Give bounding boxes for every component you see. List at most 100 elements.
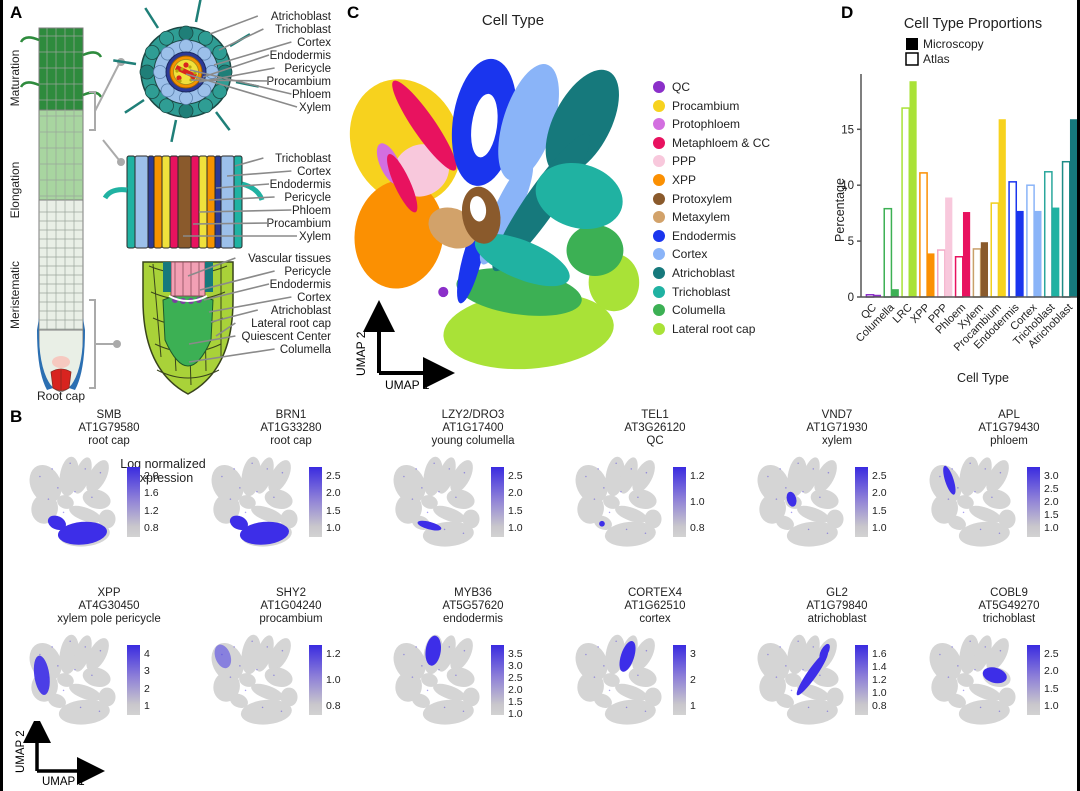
legend-color-dot xyxy=(653,81,665,93)
gene-expression-plot-TEL1: TEL1 AT3G26120 QC 1.2 1.0 0.8 xyxy=(567,409,743,554)
legend-color-dot xyxy=(653,155,665,168)
gene-plot-title: APL AT1G79430 phloem xyxy=(939,409,1077,448)
gene-tissue: QC xyxy=(646,435,664,447)
bar-microscopy-Endodermis xyxy=(1016,210,1024,297)
gene-plot-title: XPP AT4G30450 xylem pole pericycle xyxy=(39,587,179,626)
root-cap-label: Root cap xyxy=(37,389,85,403)
legend-item: Metaxylem xyxy=(653,210,770,224)
legend-color-dot xyxy=(653,211,665,224)
bar-atlas-PPP xyxy=(936,249,946,298)
zone-label: Elongation xyxy=(8,162,22,219)
anatomy-label: Lateral root cap xyxy=(251,318,331,330)
gene-plot-title: BRN1 AT1G33280 root cap xyxy=(221,409,361,448)
umap-scatter xyxy=(751,633,844,727)
colorbar-tick-label: 2.5 xyxy=(1044,483,1059,495)
bar-atlas-Columella xyxy=(883,207,893,298)
umap-scatter xyxy=(205,455,298,549)
legend-label: QC xyxy=(672,80,690,94)
colorbar-ticks: 1.2 1.0 0.8 xyxy=(690,470,705,534)
gene-plot-title: COBL9 AT5G49270 trichoblast xyxy=(939,587,1077,626)
bar-microscopy-Cortex xyxy=(1034,210,1042,297)
colorbar-tick-label: 1.5 xyxy=(872,504,887,517)
gene-tissue: procambium xyxy=(259,613,323,625)
bar-atlas-Cortex xyxy=(1026,184,1035,298)
gene-id: AT1G17400 xyxy=(442,422,504,434)
legend-item: Procambium xyxy=(653,99,770,113)
bar-microscopy-QC xyxy=(873,294,881,297)
anatomy-label: Xylem xyxy=(299,231,331,243)
expression-colorbar xyxy=(127,467,140,537)
anatomy-label: Cortex xyxy=(297,37,331,49)
colorbar-tick-label: 2.5 xyxy=(326,470,341,482)
gene-plot-title: SHY2 AT1G04240 procambium xyxy=(221,587,361,626)
y-tick-label: 5 xyxy=(848,236,854,248)
panel-d-letter: D xyxy=(841,3,854,22)
gene-id: AT1G04240 xyxy=(260,600,322,612)
zone-label: Meristematic xyxy=(8,261,22,329)
anatomy-label: Xylem xyxy=(299,102,331,114)
zone-label: Maturation xyxy=(8,50,22,107)
colorbar-tick-label: 3.0 xyxy=(1044,470,1059,482)
legend-color-dot xyxy=(653,248,665,261)
colorbar-tick-label: 1.0 xyxy=(690,496,705,508)
colorbar-title: Log normalized expression xyxy=(120,457,206,485)
x-axis-labels: QCColumellaLRCXPPPPPPhloemXylemProcambiu… xyxy=(854,301,1075,354)
legend-item: Metaphloem & CC xyxy=(653,136,770,150)
gene-id: AT1G71930 xyxy=(806,422,868,434)
gene-expression-plot-SHY2: SHY2 AT1G04240 procambium 1.2 1.0 0.8 xyxy=(203,587,379,732)
proportions-bar-chart: Cell Type Proportions Microscopy Atlas 0… xyxy=(833,16,1077,385)
gene-expression-plot-SMB: SMB AT1G79580 root cap 2.0 1.6 1.2 0.8 xyxy=(21,409,197,554)
bar-series xyxy=(865,81,1077,298)
umap-scatter xyxy=(205,633,298,727)
colorbar-ticks: 3.0 2.5 2.0 1.5 1.0 xyxy=(1044,470,1059,534)
legend-item: Protophloem xyxy=(653,117,770,131)
gene-name: MYB36 xyxy=(454,587,492,599)
legend-item: XPP xyxy=(653,173,770,187)
bar-atlas-XPP xyxy=(919,172,928,298)
bar-atlas-Phloem xyxy=(954,256,964,298)
gene-id: AT3G26120 xyxy=(624,422,686,434)
colorbar-tick-label: 2.0 xyxy=(508,487,523,500)
colorbar-ticks: 2.5 2.0 1.5 1.0 xyxy=(872,470,887,534)
legend-swatch-atlas xyxy=(905,52,919,66)
colorbar-tick-label: 1.5 xyxy=(1044,682,1059,695)
y-axis-label: Percentage xyxy=(833,178,847,242)
gene-name: SMB xyxy=(96,409,122,421)
legend-label: XPP xyxy=(672,172,697,187)
expression-colorbar xyxy=(1027,645,1040,715)
x-axis-label: Cell Type xyxy=(957,371,1009,385)
umap2-label-b: UMAP 2 xyxy=(15,730,27,773)
panel-c-letter: C xyxy=(347,3,360,22)
colorbar-ticks: 2.5 2.0 1.5 1.0 xyxy=(1044,648,1059,712)
legend-color-dot xyxy=(653,192,665,205)
anatomy-label: Procambium xyxy=(266,218,331,230)
colorbar-tick-label: 3.0 xyxy=(508,660,523,672)
expression-colorbar xyxy=(127,645,140,715)
colorbar-tick-label: 1.0 xyxy=(326,521,341,534)
gene-plot-title: LZY2/DRO3 AT1G17400 young columella xyxy=(403,409,543,448)
colorbar-ticks: 2.5 2.0 1.5 1.0 xyxy=(326,470,341,534)
bar-microscopy-Phloem xyxy=(962,212,971,297)
legend-item: Cortex xyxy=(653,247,770,261)
umap2-label-c: UMAP 2 xyxy=(354,331,368,376)
anatomy-label: Endodermis xyxy=(270,179,332,191)
umap1-label-c: UMAP 1 xyxy=(385,378,430,392)
expression-colorbar xyxy=(491,645,504,715)
legend-color-dot xyxy=(653,322,665,335)
legend-label: Cortex xyxy=(672,247,708,262)
expression-colorbar xyxy=(491,467,504,537)
colorbar-ticks: 1.2 1.0 0.8 xyxy=(326,648,341,712)
gene-id: AT1G62510 xyxy=(624,600,686,612)
legend-label: Protoxylem xyxy=(672,191,733,206)
legend-label: Lateral root cap xyxy=(672,321,756,336)
colorbar-tick-label: 1.6 xyxy=(872,648,887,660)
anatomy-label: Pericycle xyxy=(284,266,331,278)
colorbar-tick-label: 1.5 xyxy=(508,504,523,517)
bar-microscopy-Columella xyxy=(891,289,899,297)
umap-title: Cell Type xyxy=(481,12,545,29)
legend-color-dot xyxy=(653,304,665,317)
anatomy-label: Endodermis xyxy=(270,279,332,291)
bar-atlas-Xylem xyxy=(972,248,982,298)
colorbar-tick-label: 2.5 xyxy=(508,470,523,482)
root-anatomy-diagram: Maturation Elongation Meristematic Root cap… xyxy=(8,0,332,403)
